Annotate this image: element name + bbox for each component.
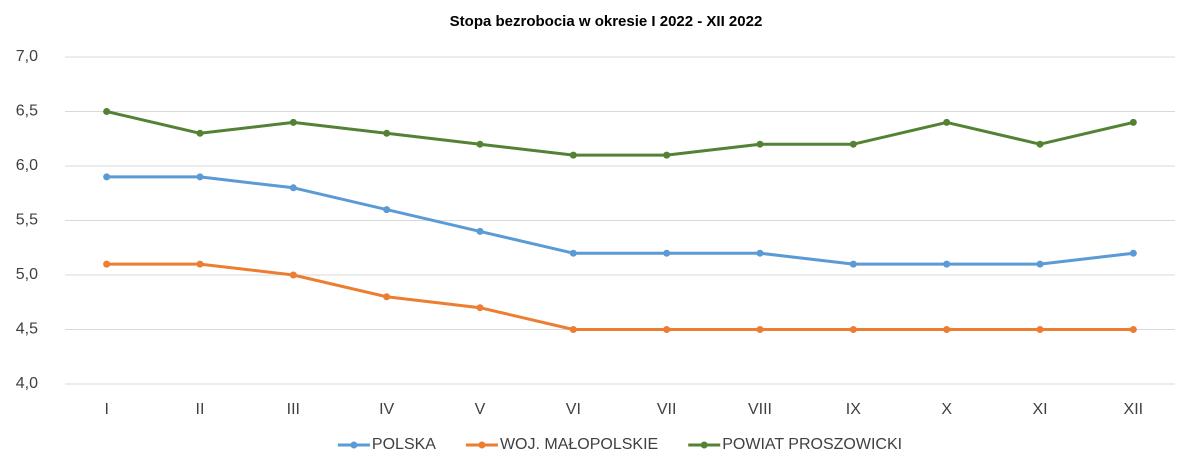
y-tick-label: 5,5 [16, 212, 38, 229]
data-point [756, 326, 764, 333]
data-point [476, 140, 484, 148]
x-tick-label: VII [657, 401, 677, 418]
legend-label: POLSKA [372, 436, 436, 453]
x-tick-label: IV [379, 401, 394, 418]
y-tick-label: 4,0 [16, 375, 38, 392]
data-point [383, 206, 391, 214]
legend-item: WOJ. MAŁOPOLSKIE [465, 436, 658, 453]
data-point [103, 173, 111, 181]
x-tick-label: IX [846, 401, 861, 418]
data-point [849, 326, 857, 333]
x-tick-label: X [941, 401, 952, 418]
data-point [383, 129, 391, 137]
series-line [106, 262, 1134, 331]
data-point [849, 140, 857, 148]
x-tick-label: VIII [748, 401, 772, 418]
legend-item: POLSKA [337, 436, 436, 453]
data-point [756, 140, 764, 148]
data-point [289, 118, 297, 126]
data-point [103, 108, 111, 115]
legend-label: WOJ. MAŁOPOLSKIE [500, 436, 658, 453]
data-point [663, 151, 671, 159]
data-point [476, 304, 484, 312]
y-tick-label: 6,0 [16, 157, 38, 174]
data-point [1129, 326, 1137, 333]
data-point [849, 260, 857, 268]
data-point [569, 151, 577, 159]
x-tick-label: XII [1124, 401, 1144, 418]
data-point [569, 249, 577, 257]
data-point [663, 326, 671, 333]
legend-label: POWIAT PROSZOWICKI [722, 436, 902, 453]
series-line [106, 110, 1134, 157]
series-line [106, 175, 1134, 266]
y-tick-label: 5,0 [16, 266, 38, 283]
data-point [943, 118, 951, 126]
data-point [1129, 249, 1137, 257]
x-tick-label: XI [1032, 401, 1047, 418]
data-point [663, 249, 671, 257]
legend-marker [700, 441, 708, 449]
data-point [103, 260, 111, 268]
data-point [383, 293, 391, 301]
x-tick-label: V [475, 401, 486, 418]
y-tick-label: 4,5 [16, 321, 38, 338]
legend-item: POWIAT PROSZOWICKI [688, 436, 902, 453]
x-tick-label: II [196, 401, 205, 418]
data-point [569, 326, 577, 333]
data-point [943, 326, 951, 333]
legend-marker [350, 441, 358, 449]
data-point [1036, 140, 1044, 148]
legend-marker [478, 441, 486, 449]
data-point [756, 249, 764, 257]
x-tick-label: I [104, 401, 108, 418]
data-point [1129, 118, 1137, 126]
data-point [196, 260, 204, 268]
data-point [1036, 260, 1044, 268]
data-point [196, 129, 204, 137]
data-point [1036, 326, 1044, 333]
y-tick-label: 6,5 [16, 103, 38, 120]
data-point [289, 271, 297, 279]
data-point [289, 184, 297, 192]
x-tick-label: III [287, 401, 300, 418]
data-point [943, 260, 951, 268]
data-point [476, 227, 484, 235]
y-tick-label: 7,0 [16, 48, 38, 65]
x-tick-label: VI [566, 401, 581, 418]
chart-title: Stopa bezrobocia w okresie I 2022 - XII … [450, 13, 763, 30]
data-point [196, 173, 204, 181]
